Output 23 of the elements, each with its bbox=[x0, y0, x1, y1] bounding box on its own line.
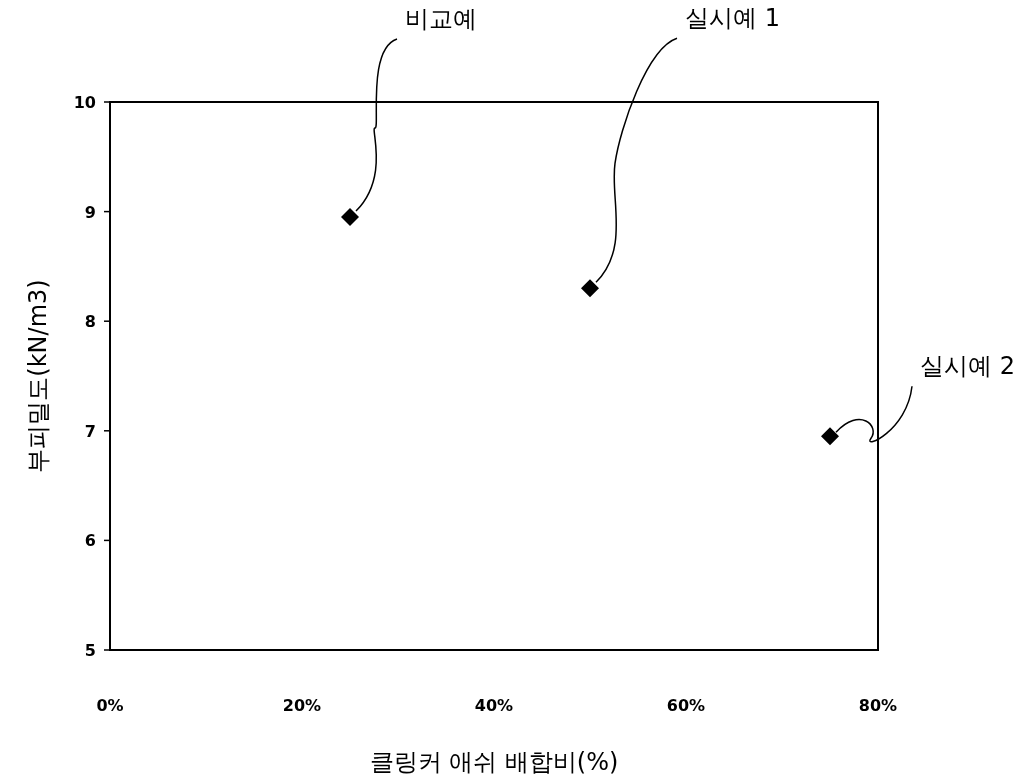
point bbox=[581, 279, 599, 298]
annotation: 실시예 2 bbox=[835, 352, 1015, 443]
point bbox=[341, 208, 359, 227]
y-tick-label: 7 bbox=[84, 421, 96, 441]
annotation: 실시예 2 bbox=[920, 352, 1015, 381]
text: 60% bbox=[666, 696, 706, 715]
annotation: 비교예 bbox=[405, 5, 477, 34]
y-tick-label: 8 bbox=[84, 312, 96, 332]
annotation: 비교예 bbox=[355, 5, 477, 212]
text: 40% bbox=[474, 696, 514, 715]
text: 20% bbox=[282, 696, 322, 715]
y-tick-label: 10 bbox=[73, 93, 96, 112]
y-tick-label: 9 bbox=[84, 202, 96, 222]
axis-y: 5 6 7 8 9 10 bbox=[73, 93, 111, 660]
y-tick-label: 5 bbox=[84, 641, 96, 660]
y-axis-title: 부피밀도(kN/m3) bbox=[24, 279, 52, 473]
x-axis-title: 클링커 애쉬 배합비(%) bbox=[369, 748, 619, 776]
annotation: 실시예 1 bbox=[685, 4, 780, 33]
point bbox=[821, 427, 839, 446]
annotation: 실시예 1 bbox=[595, 4, 780, 284]
text: 80% bbox=[858, 696, 898, 715]
text: 0% bbox=[96, 696, 124, 715]
y-tick-label: 6 bbox=[84, 531, 96, 551]
